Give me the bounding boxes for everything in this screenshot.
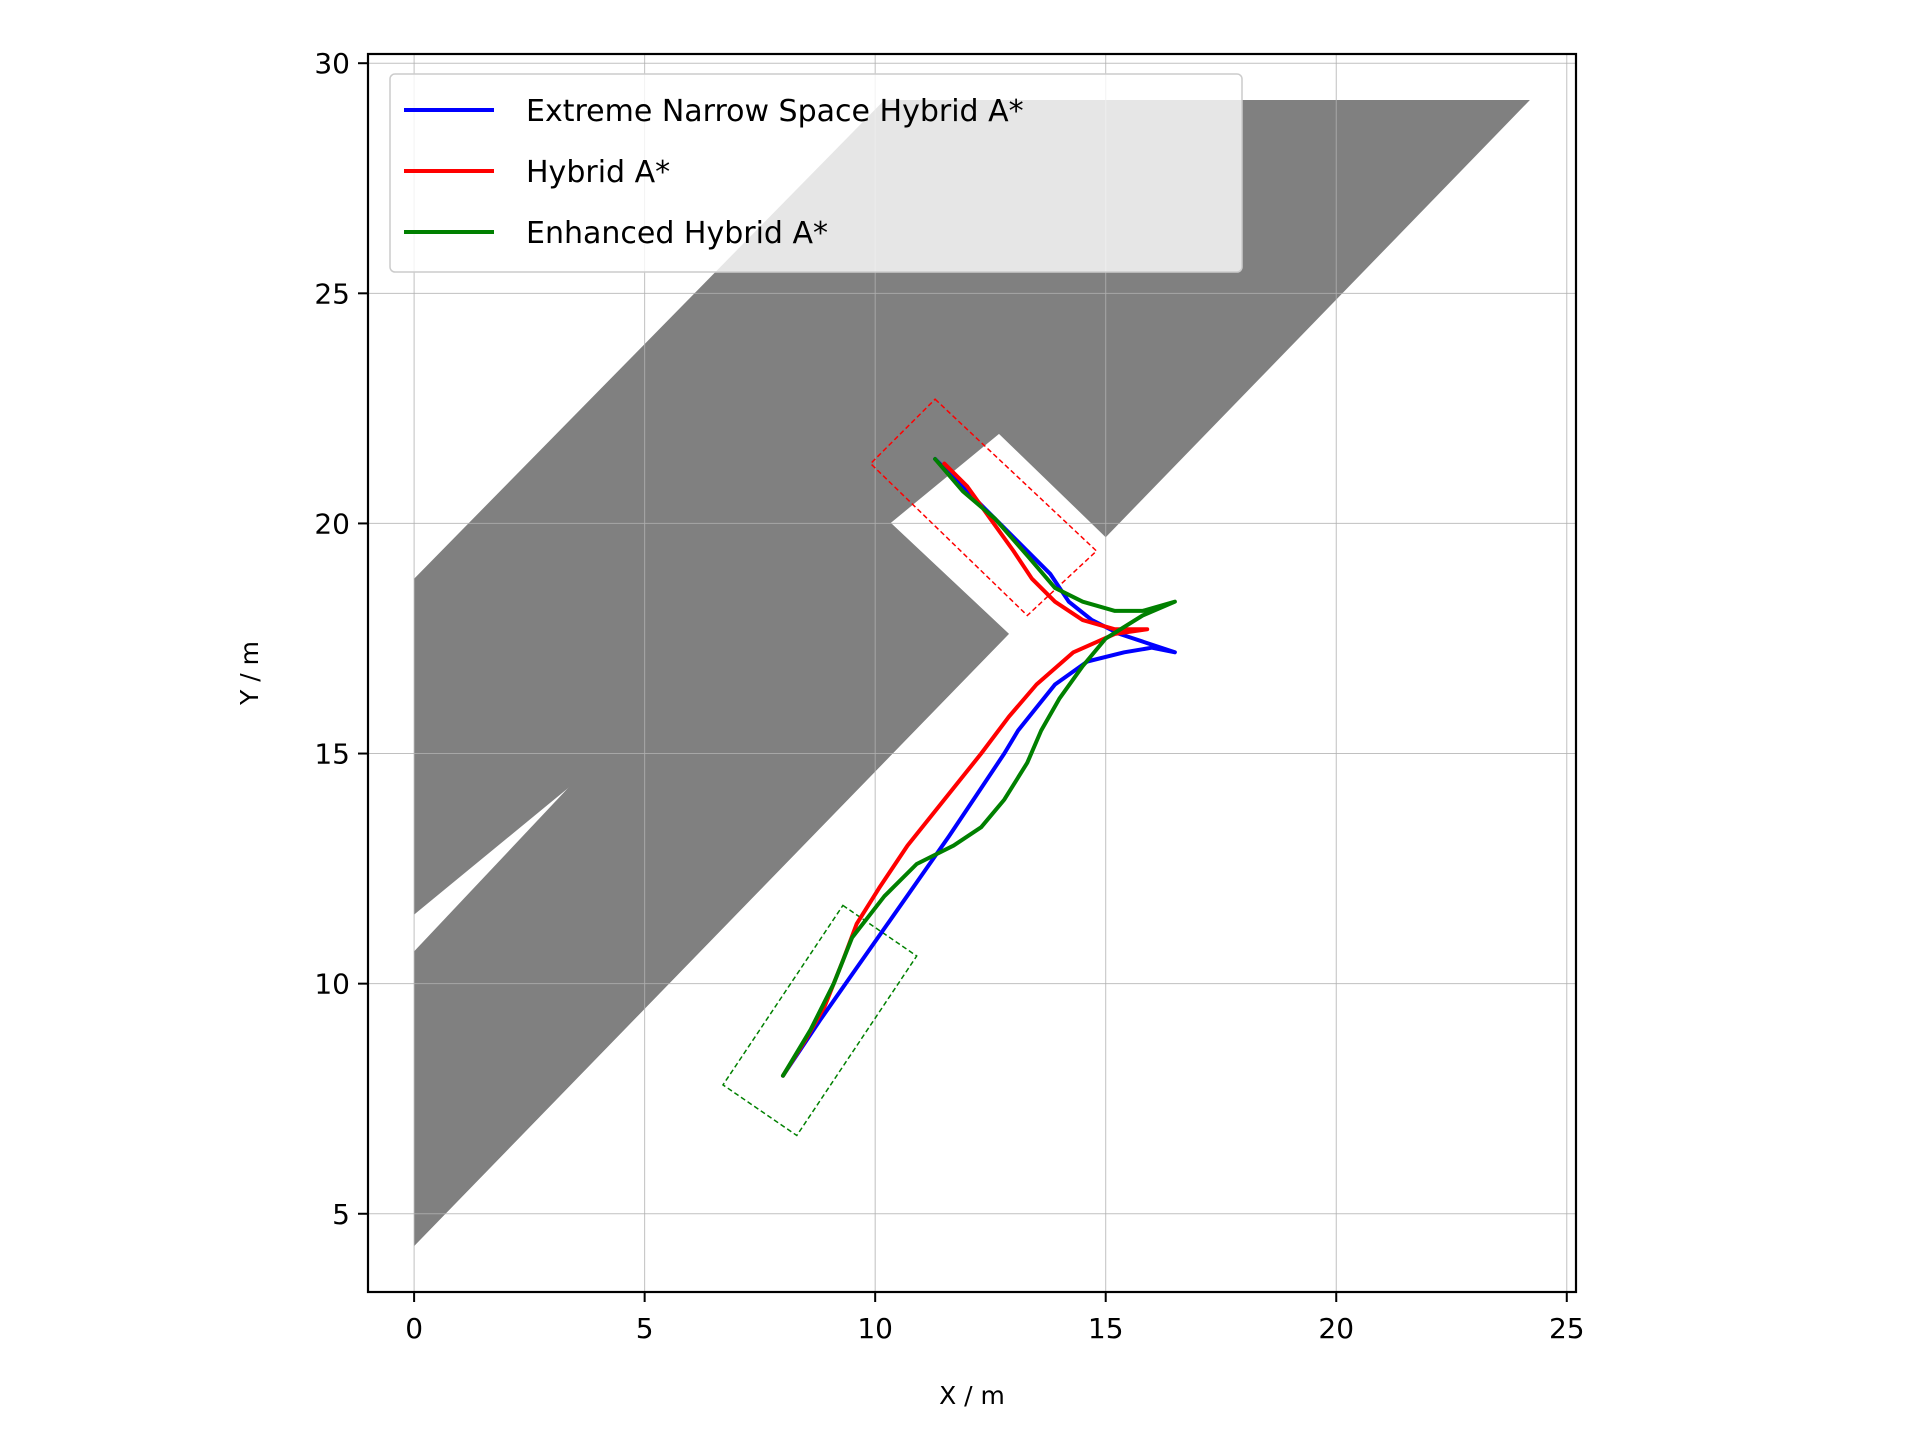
x-tick-label: 25: [1549, 1312, 1585, 1345]
ticks-layer: 0 5 10 15 20 25 5 10 15 20 25 30: [314, 47, 1584, 1345]
vehicle-box-1: [721, 904, 918, 1137]
series-layer: [781, 457, 1177, 1078]
y-tick-label: 15: [314, 738, 350, 771]
legend-label-extreme-narrow: Extreme Narrow Space Hybrid A*: [526, 94, 1024, 129]
y-tick-label: 25: [314, 277, 350, 310]
grid-layer: [368, 54, 1576, 1292]
series-line-2: [781, 457, 1177, 1078]
y-tick-label: 30: [314, 47, 350, 80]
y-axis-label: Y / m: [235, 641, 264, 706]
legend: Extreme Narrow Space Hybrid A* Hybrid A*…: [389, 73, 1243, 273]
obstacles-layer: [414, 100, 1530, 1247]
y-tick-label: 10: [314, 968, 350, 1001]
legend-label-enhanced: Enhanced Hybrid A*: [526, 216, 828, 251]
x-tick-label: 10: [857, 1312, 893, 1345]
vehicle-box-0: [869, 398, 1098, 617]
y-tick-label: 20: [314, 507, 350, 540]
obstacle-2: [414, 100, 1406, 915]
plot-frame: [366, 52, 1578, 1294]
x-tick-label: 20: [1318, 1312, 1354, 1345]
x-tick-label: 5: [636, 1312, 654, 1345]
obstacle-1: [414, 486, 1009, 1247]
x-axis-label: X / m: [939, 1381, 1005, 1410]
x-tick-label: 0: [405, 1312, 423, 1345]
legend-box: [389, 73, 1243, 273]
series-line-0: [781, 457, 1177, 1078]
boxes-layer: [721, 398, 1098, 1137]
legend-label-hybrid: Hybrid A*: [526, 155, 670, 190]
x-tick-label: 15: [1088, 1312, 1124, 1345]
obstacle-3: [948, 100, 1530, 538]
y-tick-label: 5: [332, 1198, 350, 1231]
